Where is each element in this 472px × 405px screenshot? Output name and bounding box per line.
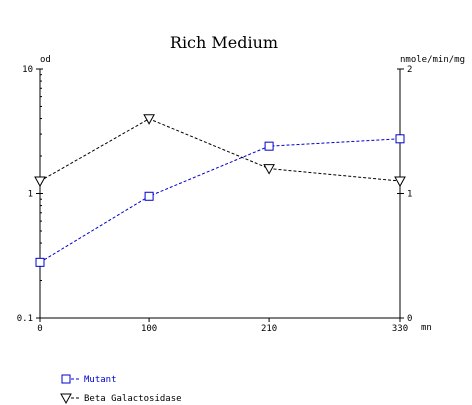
x-tick-label: 330 [392, 324, 408, 334]
left-tick-label: 10 [22, 65, 33, 75]
legend-marker [61, 374, 71, 384]
legend-label: Mutant [84, 375, 117, 385]
series-line-mutant [39, 138, 401, 263]
legend: Mutant Beta Galactosidase [60, 374, 182, 405]
data-point-mutant [264, 141, 274, 151]
axes [36, 68, 404, 322]
left-tick-label: 0.1 [17, 314, 33, 324]
right-tick-label: 0 [407, 314, 412, 324]
data-point-mutant [395, 134, 405, 144]
x-axis-unit: mn [421, 323, 432, 333]
series-line-beta-galactosidase [39, 118, 401, 182]
right-tick-label: 2 [407, 65, 412, 75]
data-point-beta-galactosidase [143, 114, 155, 125]
data-point-beta-galactosidase [394, 176, 406, 188]
right-axis-label: nmole/min/mg [400, 55, 465, 65]
data-point-beta-galactosidase [263, 164, 275, 175]
x-tick-label: 100 [141, 324, 157, 334]
legend-marker [60, 393, 72, 405]
x-tick-label: 210 [261, 324, 277, 334]
right-tick-label: 1 [407, 190, 412, 200]
series-layer [34, 114, 406, 267]
legend-label: Beta Galactosidase [84, 394, 182, 404]
chart-title: Rich Medium [170, 33, 278, 52]
data-point-mutant [144, 191, 154, 201]
left-axis-label: od [40, 55, 51, 65]
data-point-beta-galactosidase [34, 176, 46, 188]
x-tick-label: 0 [37, 324, 42, 334]
data-point-mutant [35, 257, 45, 267]
left-tick-label: 1 [28, 190, 33, 200]
